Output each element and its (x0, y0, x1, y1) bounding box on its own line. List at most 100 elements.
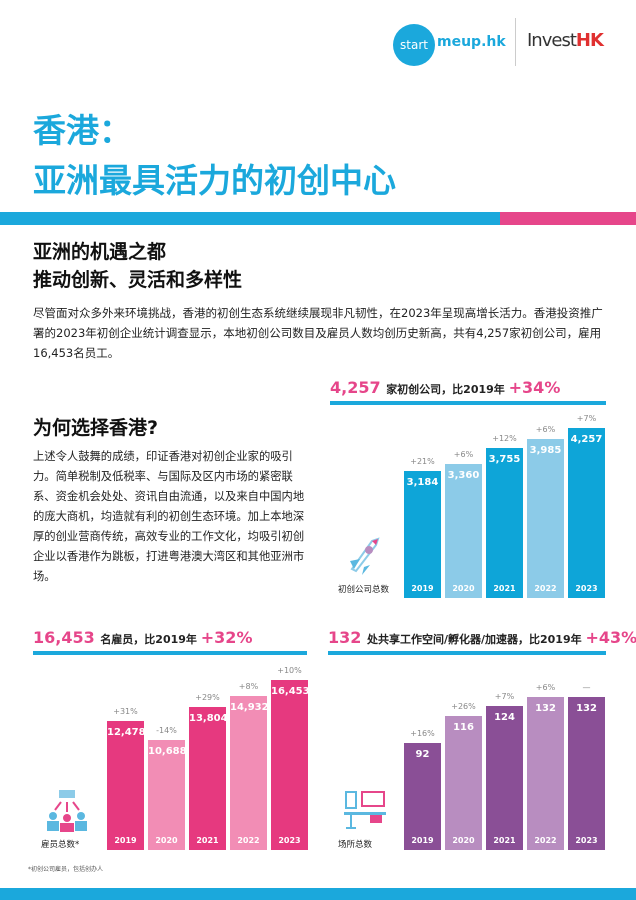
chart-title-text: 处共享工作空间/孵化器/加速器，比2019年 (366, 633, 586, 646)
bar-value-label: 16,453 (271, 686, 310, 697)
chart-title: 16,453 名雇员，比2019年 +32% (33, 628, 307, 647)
chart-title-value: 4,257 (330, 378, 387, 397)
bar-year-label: 2023 (575, 584, 598, 593)
bar-year-label: 2023 (278, 836, 301, 845)
title-line1: 香港： (33, 111, 132, 150)
chart-title-value: 16,453 (33, 628, 101, 647)
bar-year-label: 2022 (534, 584, 557, 593)
bar-2020: -14% 10,688 2020 (148, 726, 187, 850)
bar-value-label: 3,985 (529, 444, 562, 456)
bar-change-label: +6% (535, 683, 556, 692)
bar-value-label: 10,688 (148, 745, 187, 757)
bar-change-label: — (582, 683, 591, 692)
section1-line1: 亚洲的机遇之都 (33, 241, 167, 263)
chart-title-change: +34% (508, 378, 561, 397)
people-icon (45, 788, 89, 832)
page-title: 香港： 亚洲最具活力的初创中心 (33, 106, 396, 206)
startmeup-logo: start (393, 24, 435, 66)
bar-year-label: 2020 (452, 836, 475, 845)
investhk-logo: InvestHK (527, 30, 604, 51)
bar-year-label: 2023 (575, 836, 598, 845)
bar-year-label: 2019 (411, 836, 434, 845)
chart-title-rule (330, 401, 606, 405)
chart-title-text: 家初创公司，比2019年 (386, 383, 509, 396)
chart-title-text: 名雇员，比2019年 (100, 633, 201, 646)
bar-value-label: 13,804 (189, 713, 228, 725)
desk-icon (342, 788, 386, 832)
title-line2: 亚洲最具活力的初创中心 (33, 161, 396, 200)
chart-plot-area: +16% 92 2019 +26% 116 2020 +7% 124 2021 +6% 132 202… (404, 680, 609, 850)
bar-change-label: +12% (492, 434, 517, 444)
bar-2023: +7% 4,257 2023 (568, 414, 605, 598)
bar-change-label: +31% (113, 707, 138, 717)
bar-2023: +10% 16,453 2023 (271, 666, 310, 850)
startups-chart: 4,257 家初创公司，比2019年 +34% +21% 3,184 2019 +6% 3… (330, 378, 606, 598)
chart-plot-area: +31% 12,478 2019 -14% 10,688 2020 +29% 13,804 20… (107, 666, 312, 850)
bar-change-label: +6% (535, 424, 556, 434)
section1-heading: 亚洲的机遇之都 推动创新、灵活和多样性 (33, 238, 242, 294)
bar-change-label: +29% (195, 693, 220, 703)
bar-year-label: 2022 (237, 836, 260, 845)
investhk-logo-a: Invest (527, 30, 577, 51)
chart-title: 4,257 家初创公司，比2019年 +34% (330, 378, 606, 397)
chart-title: 132 处共享工作空间/孵化器/加速器，比2019年 +43% (328, 628, 636, 647)
bar-year-label: 2021 (196, 836, 219, 845)
investhk-logo-b: HK (575, 30, 604, 51)
chart-title-rule (33, 651, 307, 655)
bar-2019: +31% 12,478 2019 (107, 707, 146, 850)
bar-change-label: +21% (410, 456, 435, 466)
bar-value-label: 3,360 (447, 469, 480, 481)
chart-title-value: 132 (328, 628, 367, 647)
bar-value-label: 14,932 (230, 701, 269, 713)
bar-change-label: +10% (277, 666, 302, 675)
bar-2022: +8% 14,932 2022 (230, 682, 269, 850)
bar-change-label: +6% (453, 449, 474, 459)
bar-year-label: 2020 (452, 584, 475, 593)
bar-2022: +6% 132 2022 (527, 683, 564, 850)
bar-2020: +26% 116 2020 (445, 702, 482, 850)
bar-year-label: 2022 (534, 836, 557, 845)
bar-change-label: +16% (410, 729, 435, 739)
bar-2020: +6% 3,360 2020 (445, 450, 482, 598)
bar-2021: +7% 124 2021 (486, 692, 523, 850)
bar-value-label: 3,184 (406, 476, 439, 488)
section2-paragraph: 上述令人鼓舞的成绩，印证香港对初创企业家的吸引力。简单税制及低税率、与国际及区内… (33, 450, 305, 583)
stripe-blue (0, 212, 500, 225)
bottom-stripe (0, 888, 636, 900)
rocket-icon (342, 533, 386, 577)
bar-change-label: +7% (494, 692, 515, 702)
bar-value-label: 124 (494, 712, 515, 724)
chart-title-change: +32% (200, 628, 253, 647)
bar-value-label: 116 (453, 721, 474, 733)
chart-caption: 场所总数 (338, 840, 373, 850)
bar-change-label: +8% (238, 681, 259, 691)
bar-2023: — 132 2023 (568, 683, 605, 850)
bar-year-label: 2020 (155, 836, 178, 845)
bar-2021: +12% 3,755 2021 (486, 434, 523, 598)
startmeup-logo-text: meup.hk (437, 34, 506, 50)
bar-2022: +6% 3,985 2022 (527, 425, 564, 598)
section1-paragraph: 尽管面对众多外来环境挑战，香港的初创生态系统继续展现非凡韧性，在2023年呈现高… (33, 306, 603, 360)
bar-2021: +29% 13,804 2021 (189, 693, 228, 850)
stripe-pink (500, 212, 636, 225)
bar-2019: +16% 92 2019 (404, 729, 441, 850)
chart-caption: 初创公司总数 (338, 585, 390, 595)
chart-plot-area: +21% 3,184 2019 +6% 3,360 2020 +12% 3,755 2021 +6… (404, 414, 609, 598)
bar-value-label: 4,257 (570, 434, 603, 445)
chart-title-change: +43% (585, 628, 636, 647)
bar-change-label: +7% (576, 414, 597, 423)
logo-divider (515, 18, 516, 66)
employees-chart: 16,453 名雇员，比2019年 +32% +31% 12,478 2019 -14%… (33, 628, 310, 850)
bar-change-label: +26% (451, 701, 476, 711)
bar-year-label: 2021 (493, 584, 516, 593)
footnote: *初创公司雇员，包括创办人 (28, 866, 104, 873)
section1-line2: 推动创新、灵活和多样性 (33, 269, 243, 291)
bar-year-label: 2019 (114, 836, 137, 845)
bar-year-label: 2019 (411, 584, 434, 593)
bar-value-label: 3,755 (488, 454, 521, 466)
bar-change-label: -14% (156, 725, 177, 735)
coworking-chart: 132 处共享工作空间/孵化器/加速器，比2019年 +43% +16% 92 201… (328, 628, 636, 850)
chart-caption: 雇员总数* (41, 840, 80, 850)
bar-2019: +21% 3,184 2019 (404, 457, 441, 598)
bar-year-label: 2021 (493, 836, 516, 845)
